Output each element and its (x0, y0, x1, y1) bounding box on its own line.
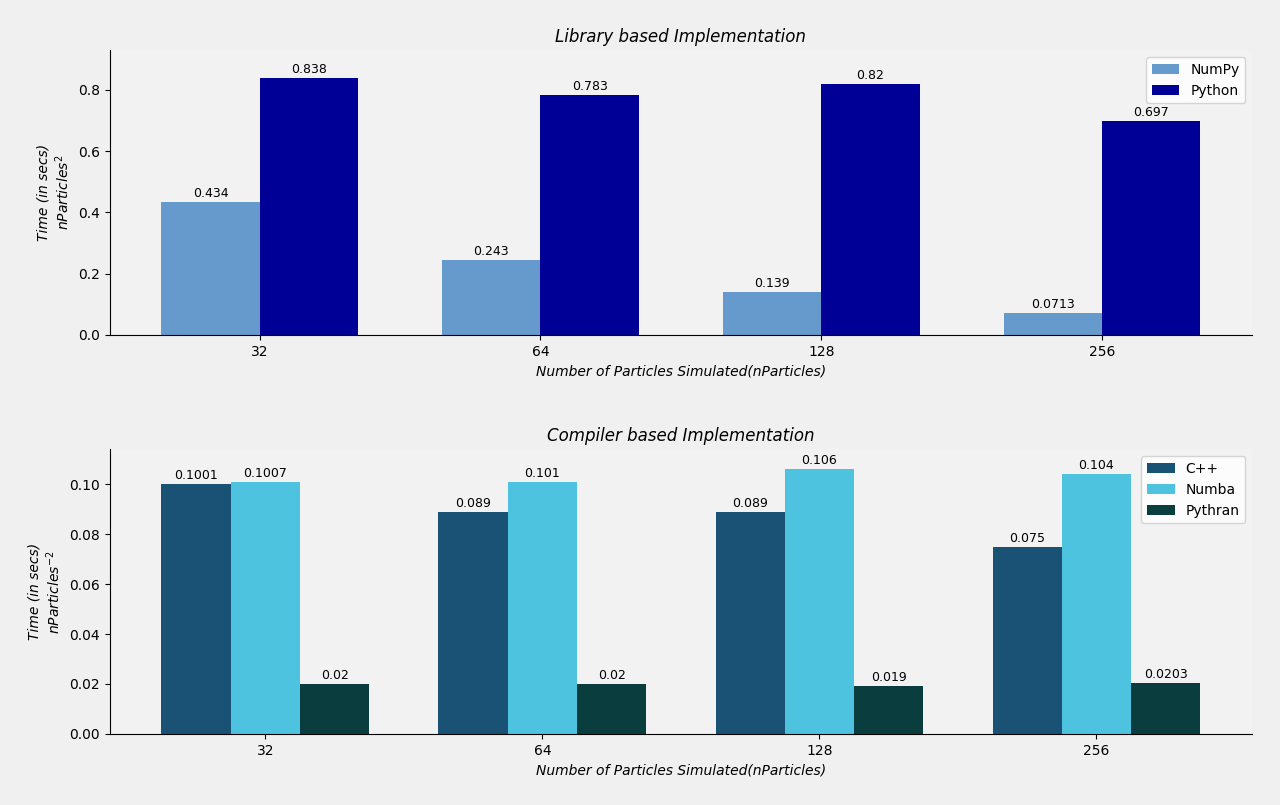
Text: 0.783: 0.783 (572, 80, 608, 93)
Bar (854, 687, 923, 734)
Text: 0.243: 0.243 (474, 246, 509, 258)
Bar (1062, 474, 1132, 734)
Text: 0.1001: 0.1001 (174, 469, 218, 482)
X-axis label: Number of Particles Simulated(nParticles): Number of Particles Simulated(nParticles… (536, 763, 826, 777)
X-axis label: Number of Particles Simulated(nParticles): Number of Particles Simulated(nParticles… (536, 364, 826, 378)
Legend: C++, Numba, Pythran: C++, Numba, Pythran (1142, 456, 1245, 523)
Y-axis label: Time (in secs)
$nParticles^2$: Time (in secs) $nParticles^2$ (37, 144, 72, 241)
Bar (785, 469, 854, 734)
Bar (230, 482, 300, 734)
Text: 0.089: 0.089 (456, 497, 492, 510)
Bar (540, 95, 639, 335)
Text: 0.139: 0.139 (754, 277, 790, 291)
Text: 0.838: 0.838 (291, 63, 326, 76)
Text: 0.101: 0.101 (525, 467, 561, 480)
Bar (1132, 683, 1201, 734)
Text: 0.104: 0.104 (1079, 459, 1115, 472)
Text: 0.106: 0.106 (801, 454, 837, 467)
Text: 0.0713: 0.0713 (1030, 298, 1075, 311)
Text: 0.02: 0.02 (598, 669, 626, 682)
Title: Library based Implementation: Library based Implementation (556, 28, 806, 46)
Title: Compiler based Implementation: Compiler based Implementation (547, 427, 814, 445)
Text: 0.02: 0.02 (321, 669, 348, 682)
Text: 0.82: 0.82 (856, 68, 884, 81)
Text: 0.1007: 0.1007 (243, 468, 287, 481)
Bar (723, 292, 822, 335)
Bar (161, 202, 260, 335)
Legend: NumPy, Python: NumPy, Python (1146, 57, 1245, 103)
Bar (300, 684, 369, 734)
Bar (508, 481, 577, 734)
Bar (1102, 122, 1201, 335)
Bar (161, 484, 230, 734)
Text: 0.089: 0.089 (732, 497, 768, 510)
Bar (577, 684, 646, 734)
Bar (442, 261, 540, 335)
Y-axis label: Time (in secs)
$nParticles^{-2}$: Time (in secs) $nParticles^{-2}$ (28, 543, 64, 640)
Bar (716, 512, 785, 734)
Bar (439, 512, 508, 734)
Text: 0.434: 0.434 (193, 187, 228, 200)
Bar (992, 547, 1062, 734)
Text: 0.019: 0.019 (870, 671, 906, 684)
Text: 0.0203: 0.0203 (1144, 668, 1188, 681)
Text: 0.697: 0.697 (1133, 106, 1169, 119)
Text: 0.075: 0.075 (1009, 531, 1046, 544)
Bar (822, 84, 919, 335)
Bar (260, 78, 358, 335)
Bar (1004, 313, 1102, 335)
